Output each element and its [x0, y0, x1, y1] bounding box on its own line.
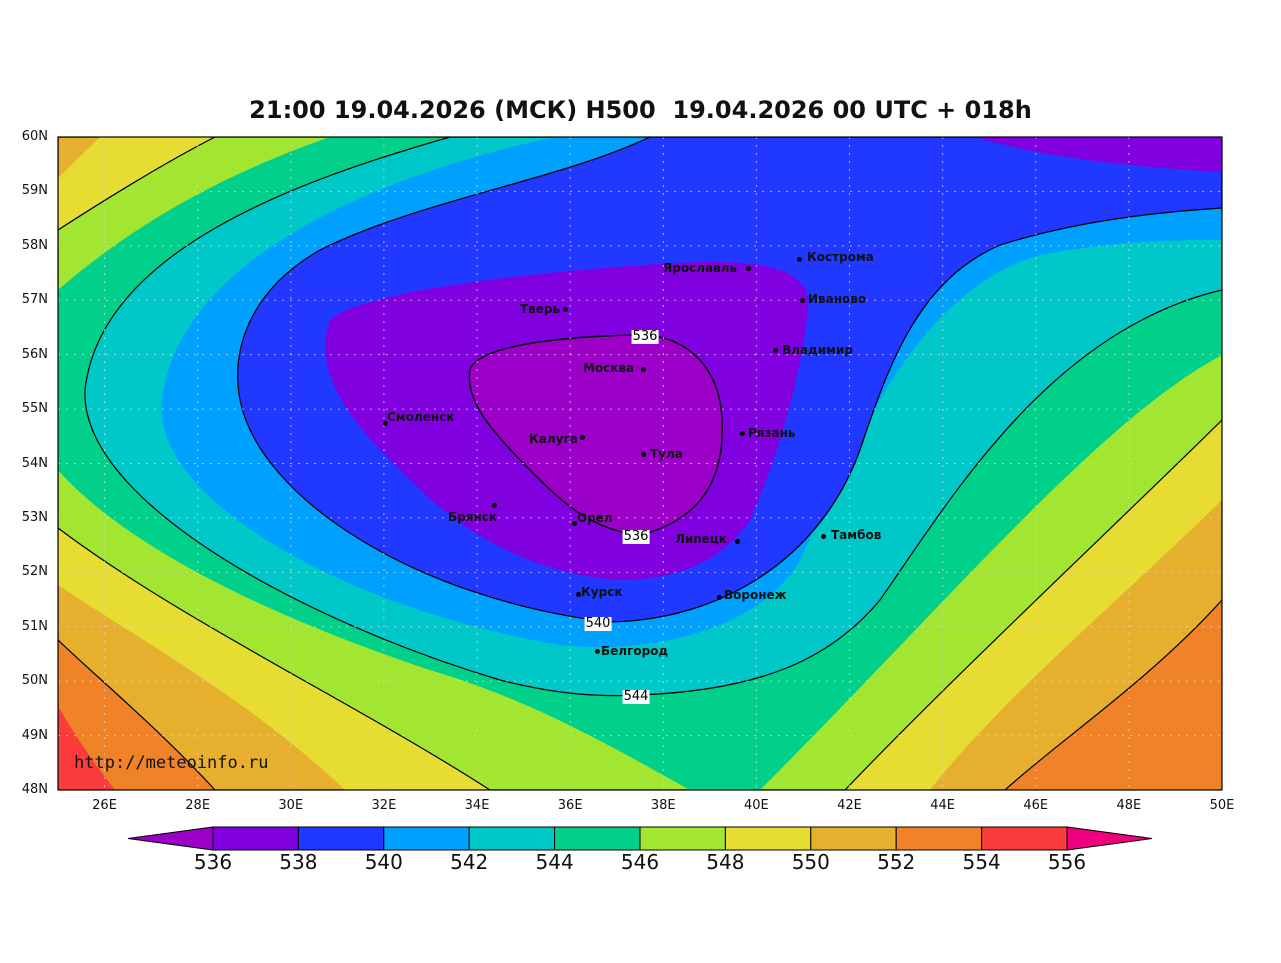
lon-tick-label: 50E — [1209, 798, 1235, 813]
colorbar-swatch-540_542 — [383, 826, 470, 851]
lat-tick-label: 59N — [21, 183, 48, 199]
lon-tick-label: 40E — [744, 798, 769, 813]
watermark: http://meteoinfo.ru — [74, 753, 269, 773]
lat-tick-label: 54N — [21, 455, 48, 471]
colorbar-swatch-550_552 — [810, 826, 897, 851]
lon-tick-label: 48E — [1116, 798, 1142, 813]
city-label: Тамбов — [831, 528, 882, 542]
city-dot — [580, 435, 585, 440]
city-label: Тверь — [520, 302, 561, 316]
graticule — [58, 137, 1222, 790]
lon-tick-label: 26E — [92, 798, 117, 813]
city-label: Смоленск — [387, 410, 455, 424]
colorbar-swatch-548_550 — [724, 826, 812, 851]
lat-tick-label: 48N — [21, 782, 48, 797]
map-title: 21:00 19.04.2026 (МСК) H500 19.04.2026 0… — [249, 96, 1032, 124]
lon-tick-label: 32E — [371, 798, 397, 813]
lon-tick-label: 34E — [464, 798, 490, 813]
colorbar-swatch-536_538 — [212, 826, 299, 851]
colorbar-label: 554 — [962, 850, 1001, 874]
contour-label: 544 — [622, 689, 650, 704]
colorbar-label: 542 — [450, 850, 489, 874]
city-label: Ярославль — [663, 261, 738, 275]
lon-tick-label: 42E — [837, 798, 862, 813]
lon-tick-label: 28E — [185, 798, 211, 813]
colorbar-label: 552 — [877, 850, 916, 874]
city-dot — [595, 649, 600, 654]
colorbar-swatch-546_548 — [639, 826, 726, 851]
city-dot — [735, 539, 740, 544]
lon-tick-label: 36E — [557, 798, 583, 813]
lat-tick-label: 55N — [21, 401, 48, 417]
lon-tick-label: 38E — [650, 798, 676, 813]
lat-tick-label: 51N — [21, 618, 48, 634]
city-dot — [773, 348, 778, 353]
colorbar-label: 550 — [791, 850, 830, 874]
colorbar-swatch-544_546 — [554, 826, 641, 851]
contour-label: 540 — [584, 616, 612, 631]
contour-label: 536 — [631, 329, 659, 344]
colorbar-label: 544 — [535, 850, 574, 874]
lat-tick-label: 49N — [21, 727, 48, 743]
city-label: Белгород — [601, 644, 669, 658]
lat-tick-label: 57N — [21, 292, 48, 308]
lon-tick-label: 30E — [278, 798, 304, 813]
city-dot — [576, 592, 581, 597]
lat-tick-label: 60N — [21, 129, 48, 144]
band-below-536 — [468, 334, 723, 536]
city-dot — [746, 266, 751, 271]
city-label: Калуга — [529, 432, 578, 446]
lat-tick-label: 53N — [21, 509, 48, 525]
city-label: Иваново — [808, 292, 867, 306]
colorbar-label: 548 — [706, 850, 745, 874]
colorbar-swatch-552_554 — [895, 826, 983, 851]
city-label: Курск — [581, 585, 623, 599]
city-dot — [383, 421, 388, 426]
city-label: Тула — [650, 447, 683, 461]
colorbar-swatch-554_556 — [981, 826, 1068, 851]
city-dot — [492, 503, 497, 508]
lon-tick-label: 46E — [1023, 798, 1049, 813]
city-dot — [717, 595, 722, 600]
city-dot — [641, 452, 646, 457]
lat-tick-label: 50N — [21, 673, 48, 689]
contour-label: 536 — [622, 529, 650, 544]
colorbar — [127, 826, 1153, 851]
city-label: Владимир — [782, 343, 853, 357]
city-dot — [572, 521, 577, 526]
colorbar-label: 536 — [193, 850, 233, 874]
city-label: Брянск — [448, 510, 497, 524]
lon-tick-label: 44E — [930, 798, 956, 813]
city-label: Москва — [583, 361, 635, 375]
city-dot — [797, 257, 802, 262]
lat-tick-label: 56N — [21, 346, 48, 362]
city-dot — [800, 298, 805, 303]
map-frame — [57, 136, 1223, 791]
colorbar-over-triangle — [1066, 826, 1153, 851]
city-dot — [641, 367, 646, 372]
colorbar-label: 540 — [364, 850, 403, 874]
band-536-538-ne — [975, 137, 1222, 172]
city-label: Кострома — [807, 250, 874, 264]
colorbar-label: 538 — [279, 850, 318, 874]
colorbar-swatch-542_544 — [468, 826, 556, 851]
colorbar-swatch-538_540 — [297, 826, 385, 851]
colorbar-under-triangle — [127, 826, 214, 851]
colorbar-label: 546 — [620, 850, 660, 874]
city-dot — [563, 307, 568, 312]
lat-tick-label: 58N — [21, 237, 48, 253]
city-label: Орел — [577, 511, 613, 525]
colorbar-label: 556 — [1047, 850, 1087, 874]
city-dot — [740, 431, 745, 436]
city-label: Воронеж — [724, 588, 787, 602]
city-label: Липецк — [675, 532, 727, 546]
lat-tick-label: 52N — [21, 564, 48, 580]
city-label: Рязань — [748, 426, 796, 440]
city-dot — [821, 534, 826, 539]
